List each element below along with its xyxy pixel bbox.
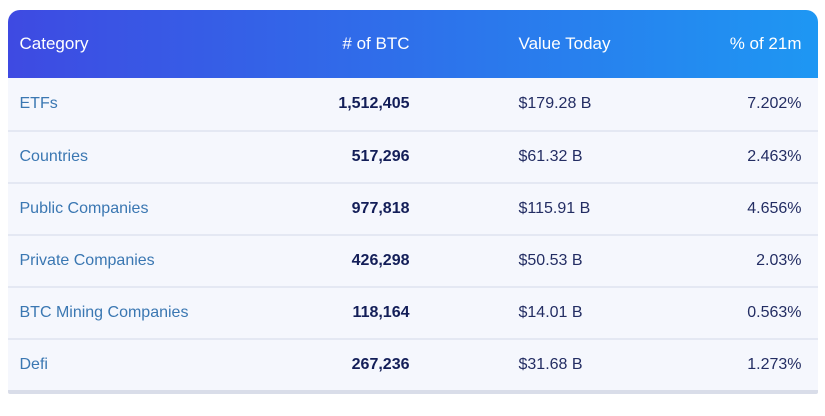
value-today-cell: $179.28 B [518, 95, 592, 112]
table-row: Private Companies 426,298 $50.53 B 2.03% [7, 234, 818, 286]
value-today-cell: $61.32 B [518, 148, 583, 165]
column-header-value-today: Value Today [518, 34, 611, 53]
value-today-cell: $31.68 B [518, 356, 583, 373]
category-link[interactable]: Private Companies [19, 252, 155, 269]
btc-amount-cell: 267,236 [351, 356, 410, 373]
value-today-cell: $115.91 B [518, 200, 591, 217]
percent-21m-cell: 7.202% [747, 95, 802, 112]
table-row: Public Companies 977,818 $115.91 B 4.656… [7, 182, 818, 234]
btc-amount-cell: 977,818 [351, 200, 410, 217]
value-today-cell: $50.53 B [518, 252, 583, 269]
table-row: ETFs 1,512,405 $179.28 B 7.202% [7, 78, 818, 130]
btc-amount-cell: 517,296 [351, 148, 410, 165]
btc-amount-cell: 426,298 [351, 252, 410, 269]
category-link[interactable]: Public Companies [19, 200, 149, 217]
table-row: Countries 517,296 $61.32 B 2.463% [7, 130, 818, 182]
category-link[interactable]: Countries [19, 148, 88, 165]
category-link[interactable]: BTC Mining Companies [19, 304, 189, 321]
btc-amount-cell: 1,512,405 [338, 95, 410, 112]
value-today-cell: $14.01 B [518, 304, 583, 321]
percent-21m-cell: 1.273% [747, 356, 802, 373]
btc-holdings-table: Category # of BTC Value Today % of 21m E… [7, 10, 818, 394]
column-header-btc-count: # of BTC [342, 34, 410, 53]
table-row: BTC Mining Companies 118,164 $14.01 B 0.… [7, 286, 818, 338]
btc-amount-cell: 118,164 [352, 304, 410, 321]
category-link[interactable]: Defi [19, 356, 48, 373]
table-header-row: Category # of BTC Value Today % of 21m [7, 10, 818, 78]
percent-21m-cell: 4.656% [747, 200, 802, 217]
column-header-percent-21m: % of 21m [729, 34, 802, 53]
table-bottom-bar [7, 390, 818, 394]
category-link[interactable]: ETFs [19, 95, 58, 112]
percent-21m-cell: 0.563% [747, 304, 802, 321]
column-header-category: Category [19, 34, 89, 53]
percent-21m-cell: 2.03% [756, 252, 802, 269]
percent-21m-cell: 2.463% [747, 148, 802, 165]
table-row: Defi 267,236 $31.68 B 1.273% [7, 338, 818, 390]
